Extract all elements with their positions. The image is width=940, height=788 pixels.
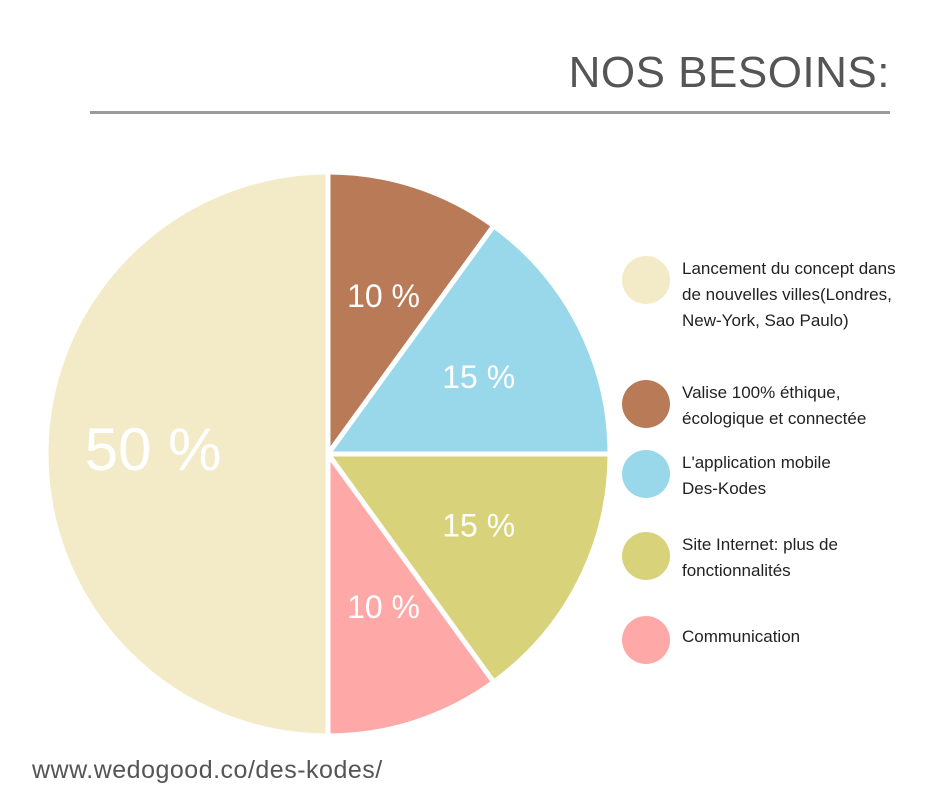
slice-value-label: 15 % xyxy=(442,508,515,544)
legend-item-application: L'application mobile Des-Kodes xyxy=(622,450,862,502)
pie-slice xyxy=(43,169,331,739)
legend-label: Site Internet: plus de fonctionnalités xyxy=(682,535,838,580)
pie-slice xyxy=(325,223,613,457)
legend-item-communication: Communication xyxy=(622,616,912,664)
legend-label: Valise 100% éthique, écologique et conne… xyxy=(682,383,867,428)
legend-swatch xyxy=(622,380,670,428)
slice-value-label: 50 % xyxy=(85,416,222,483)
slice-value-label: 15 % xyxy=(442,359,515,395)
legend-label: Communication xyxy=(682,627,801,646)
legend-item-valise: Valise 100% éthique, écologique et conne… xyxy=(622,380,912,432)
legend-item-lancement: Lancement du concept dans de nouvelles v… xyxy=(622,256,912,334)
pie-slice xyxy=(325,451,497,739)
chart-title: NOS BESOINS: xyxy=(568,48,890,97)
legend-swatch xyxy=(622,616,670,664)
legend-item-site: Site Internet: plus de fonctionnalités xyxy=(622,532,882,584)
legend-label: Lancement du concept dans de nouvelles v… xyxy=(682,259,896,330)
pie-slice xyxy=(325,169,497,457)
slice-value-label: 10 % xyxy=(347,278,420,314)
legend-label: L'application mobile Des-Kodes xyxy=(682,453,831,498)
pie-slice xyxy=(325,451,613,685)
legend-swatch xyxy=(622,256,670,304)
slice-value-label: 10 % xyxy=(347,589,420,625)
title-divider xyxy=(90,111,890,114)
footer-url[interactable]: www.wedogood.co/des-kodes/ xyxy=(32,756,383,784)
legend-swatch xyxy=(622,532,670,580)
legend-swatch xyxy=(622,450,670,498)
